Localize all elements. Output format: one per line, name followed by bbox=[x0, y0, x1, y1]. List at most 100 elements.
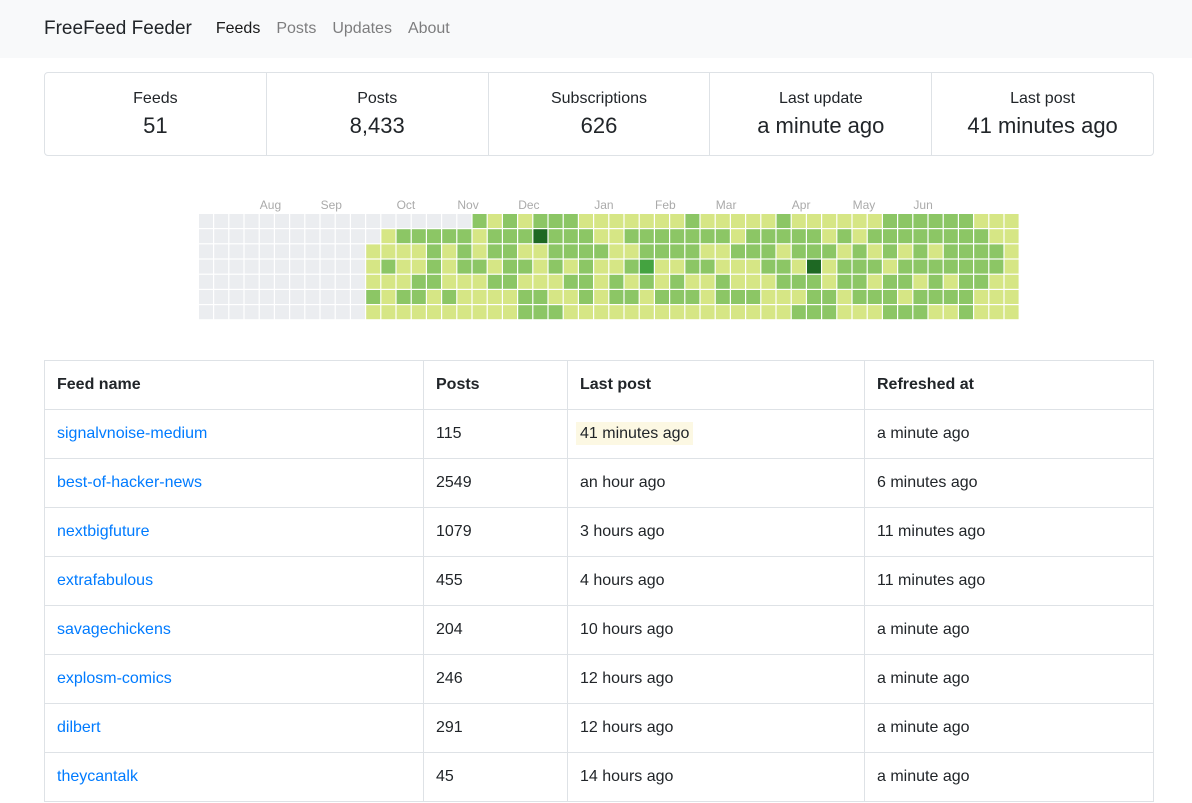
heatmap-cell[interactable] bbox=[290, 259, 305, 274]
heatmap-cell[interactable] bbox=[381, 305, 396, 320]
heatmap-cell[interactable] bbox=[305, 305, 320, 320]
heatmap-cell[interactable] bbox=[244, 244, 259, 259]
heatmap-cell[interactable] bbox=[442, 244, 457, 259]
heatmap-cell[interactable] bbox=[670, 290, 685, 304]
heatmap-cell[interactable] bbox=[579, 290, 593, 304]
heatmap-cell[interactable] bbox=[259, 214, 274, 228]
heatmap-cell[interactable] bbox=[746, 274, 761, 289]
heatmap-cell[interactable] bbox=[259, 290, 274, 304]
heatmap-cell[interactable] bbox=[214, 259, 229, 274]
heatmap-cell[interactable] bbox=[655, 214, 669, 228]
heatmap-cell[interactable] bbox=[563, 259, 578, 274]
nav-link-feeds[interactable]: Feeds bbox=[215, 20, 261, 37]
heatmap-cell[interactable] bbox=[609, 259, 624, 274]
heatmap-cell[interactable] bbox=[959, 305, 973, 320]
heatmap-cell[interactable] bbox=[487, 305, 502, 320]
heatmap-cell[interactable] bbox=[837, 274, 852, 289]
heatmap-cell[interactable] bbox=[989, 290, 1004, 304]
heatmap-cell[interactable] bbox=[518, 259, 533, 274]
nav-link-about[interactable]: About bbox=[407, 20, 450, 37]
heatmap-cell[interactable] bbox=[427, 274, 441, 289]
heatmap-cell[interactable] bbox=[700, 214, 715, 228]
heatmap-cell[interactable] bbox=[928, 274, 943, 289]
heatmap-cell[interactable] bbox=[594, 290, 609, 304]
heatmap-cell[interactable] bbox=[655, 244, 669, 259]
heatmap-cell[interactable] bbox=[670, 229, 685, 244]
heatmap-cell[interactable] bbox=[852, 229, 867, 244]
heatmap-cell[interactable] bbox=[579, 274, 593, 289]
heatmap-cell[interactable] bbox=[943, 214, 958, 228]
heatmap-cell[interactable] bbox=[396, 290, 411, 304]
nav-link-updates[interactable]: Updates bbox=[332, 20, 392, 37]
heatmap-cell[interactable] bbox=[594, 274, 609, 289]
heatmap-cell[interactable] bbox=[396, 229, 411, 244]
heatmap-cell[interactable] bbox=[959, 259, 973, 274]
heatmap-cell[interactable] bbox=[366, 229, 381, 244]
heatmap-cell[interactable] bbox=[442, 274, 457, 289]
heatmap-cell[interactable] bbox=[898, 244, 913, 259]
heatmap-cell[interactable] bbox=[259, 274, 274, 289]
heatmap-cell[interactable] bbox=[396, 244, 411, 259]
heatmap-cell[interactable] bbox=[366, 214, 381, 228]
heatmap-cell[interactable] bbox=[518, 290, 533, 304]
heatmap-cell[interactable] bbox=[366, 244, 381, 259]
heatmap-cell[interactable] bbox=[305, 290, 320, 304]
heatmap-cell[interactable] bbox=[791, 290, 806, 304]
heatmap-cell[interactable] bbox=[533, 259, 548, 274]
heatmap-cell[interactable] bbox=[639, 259, 654, 274]
heatmap-cell[interactable] bbox=[898, 214, 913, 228]
heatmap-cell[interactable] bbox=[852, 214, 867, 228]
heatmap-cell[interactable] bbox=[898, 305, 913, 320]
heatmap-cell[interactable] bbox=[655, 259, 669, 274]
heatmap-cell[interactable] bbox=[746, 259, 761, 274]
heatmap-cell[interactable] bbox=[867, 274, 882, 289]
heatmap-cell[interactable] bbox=[943, 229, 958, 244]
col-header-refreshed-at[interactable]: Refreshed at bbox=[864, 360, 1154, 410]
heatmap-cell[interactable] bbox=[427, 229, 441, 244]
heatmap-cell[interactable] bbox=[214, 290, 229, 304]
heatmap-cell[interactable] bbox=[335, 290, 350, 304]
heatmap-cell[interactable] bbox=[837, 214, 852, 228]
heatmap-cell[interactable] bbox=[746, 305, 761, 320]
heatmap-cell[interactable] bbox=[624, 259, 639, 274]
feed-link[interactable]: best-of-hacker-news bbox=[57, 474, 202, 491]
col-header-posts[interactable]: Posts bbox=[423, 360, 568, 410]
heatmap-cell[interactable] bbox=[928, 259, 943, 274]
heatmap-cell[interactable] bbox=[335, 305, 350, 320]
heatmap-cell[interactable] bbox=[837, 305, 852, 320]
heatmap-cell[interactable] bbox=[563, 305, 578, 320]
heatmap-cell[interactable] bbox=[396, 305, 411, 320]
heatmap-cell[interactable] bbox=[487, 274, 502, 289]
heatmap-cell[interactable] bbox=[487, 259, 502, 274]
heatmap-cell[interactable] bbox=[411, 244, 426, 259]
heatmap-cell[interactable] bbox=[229, 305, 244, 320]
heatmap-cell[interactable] bbox=[381, 229, 396, 244]
heatmap-cell[interactable] bbox=[731, 259, 745, 274]
heatmap-cell[interactable] bbox=[974, 259, 989, 274]
heatmap-cell[interactable] bbox=[275, 305, 289, 320]
heatmap-cell[interactable] bbox=[442, 259, 457, 274]
heatmap-cell[interactable] bbox=[518, 244, 533, 259]
heatmap-cell[interactable] bbox=[214, 244, 229, 259]
heatmap-cell[interactable] bbox=[244, 305, 259, 320]
heatmap-cell[interactable] bbox=[715, 244, 730, 259]
heatmap-cell[interactable] bbox=[351, 290, 365, 304]
heatmap-cell[interactable] bbox=[670, 214, 685, 228]
heatmap-cell[interactable] bbox=[974, 305, 989, 320]
heatmap-cell[interactable] bbox=[351, 229, 365, 244]
heatmap-cell[interactable] bbox=[199, 290, 213, 304]
heatmap-cell[interactable] bbox=[472, 290, 487, 304]
heatmap-cell[interactable] bbox=[791, 274, 806, 289]
heatmap-cell[interactable] bbox=[776, 305, 791, 320]
col-header-feed-name[interactable]: Feed name bbox=[44, 360, 424, 410]
feed-link[interactable]: explosm-comics bbox=[57, 670, 172, 687]
heatmap-cell[interactable] bbox=[959, 229, 973, 244]
heatmap-cell[interactable] bbox=[731, 290, 745, 304]
heatmap-cell[interactable] bbox=[290, 290, 305, 304]
heatmap-cell[interactable] bbox=[700, 244, 715, 259]
heatmap-cell[interactable] bbox=[533, 290, 548, 304]
heatmap-cell[interactable] bbox=[457, 244, 472, 259]
heatmap-cell[interactable] bbox=[518, 305, 533, 320]
heatmap-cell[interactable] bbox=[898, 274, 913, 289]
heatmap-cell[interactable] bbox=[259, 259, 274, 274]
